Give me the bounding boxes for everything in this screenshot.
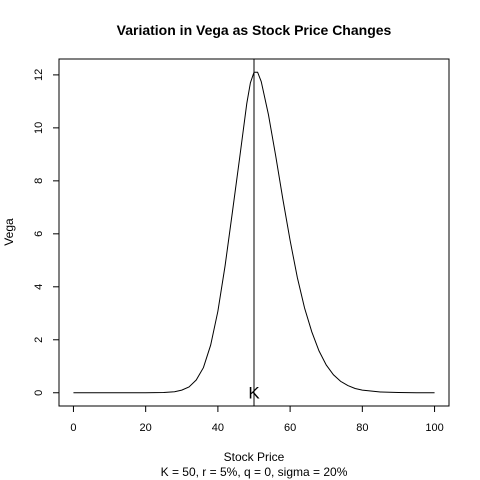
plot-area: K (73, 59, 435, 406)
chart-title: Variation in Vega as Stock Price Changes (117, 22, 392, 38)
y-axis: 0 2 4 6 8 10 12 (33, 69, 60, 396)
vega-series-line (73, 71, 435, 394)
y-tick-label: 6 (33, 231, 45, 237)
y-tick-label: 8 (33, 178, 45, 184)
y-tick-label: 10 (33, 122, 45, 134)
x-tick-label: 0 (70, 422, 76, 434)
chart-subtitle: K = 50, r = 5%, q = 0, sigma = 20% (161, 465, 348, 479)
x-axis-label: Stock Price (224, 450, 285, 464)
x-tick-label: 80 (356, 422, 368, 434)
x-tick-label: 40 (212, 422, 224, 434)
y-axis-label: Vega (2, 218, 16, 246)
y-tick-label: 4 (33, 284, 45, 290)
y-tick-label: 0 (33, 390, 45, 396)
x-tick-label: 100 (425, 422, 443, 434)
x-tick-label: 20 (140, 422, 152, 434)
strike-annotation: K (248, 383, 260, 402)
x-tick-label: 60 (284, 422, 296, 434)
y-tick-label: 2 (33, 337, 45, 343)
x-axis: 0 20 40 60 80 100 (70, 405, 444, 434)
y-tick-label: 12 (33, 69, 45, 81)
